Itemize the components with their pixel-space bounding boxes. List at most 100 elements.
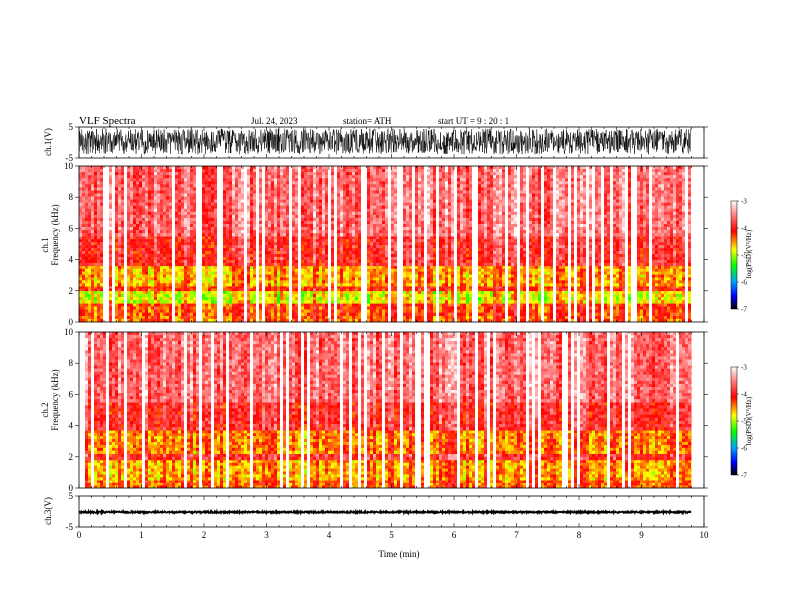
spectrogram-cell	[394, 248, 397, 252]
spectrogram-cell	[370, 286, 373, 289]
spectrogram-cell	[592, 293, 595, 298]
spectrogram-cell	[574, 315, 577, 320]
spectrogram-cell	[193, 280, 196, 284]
spectrogram-cell	[520, 245, 523, 249]
spectrogram-cell	[643, 242, 646, 246]
spectrogram-cell	[550, 306, 553, 310]
spectrogram-cell	[616, 274, 619, 278]
spectrogram-cell	[655, 242, 658, 246]
spectrogram-cell	[445, 239, 448, 243]
spectrogram-cell	[427, 283, 430, 287]
spectrogram-cell	[688, 271, 691, 275]
spectrogram-cell	[154, 303, 157, 307]
spectrogram-cell	[142, 239, 145, 243]
spectrogram-cell	[541, 306, 544, 310]
spectrogram-cell	[367, 286, 370, 289]
spectrogram-cell	[445, 274, 448, 278]
spectrogram-cell	[583, 280, 586, 284]
spectrogram-cell	[562, 306, 565, 310]
spectrogram-cell	[139, 309, 142, 313]
spectrogram-cell	[382, 297, 385, 301]
spectrogram-cell	[685, 309, 688, 313]
spectrogram-cell	[361, 286, 364, 289]
spectrogram-cell	[520, 300, 523, 304]
spectrogram-cell	[631, 315, 634, 320]
spectrogram-cell	[580, 280, 583, 284]
spectrogram-cell	[388, 293, 391, 298]
spectrogram-cell	[352, 271, 355, 275]
spectrogram-cell	[121, 293, 124, 298]
spectrogram-cell	[256, 274, 259, 278]
spectrogram-cell	[676, 290, 679, 295]
spectrogram-cell	[691, 288, 692, 292]
spectrogram-cell	[331, 277, 334, 281]
spectrogram-cell	[316, 315, 319, 320]
spectrogram-cell	[175, 280, 178, 284]
spectrogram-cell	[292, 300, 295, 304]
spectrogram-cell	[118, 248, 121, 252]
spectrogram-cell	[598, 293, 601, 298]
spectrogram-cell	[574, 277, 577, 281]
spectrogram-cell	[511, 274, 514, 278]
spectrogram-cell	[112, 288, 115, 292]
spectrogram-cell	[394, 271, 397, 275]
spectrogram-cell	[610, 280, 613, 284]
spectrogram-cell	[607, 239, 610, 243]
spectrogram-cell	[499, 280, 502, 284]
spectrogram-cell	[331, 274, 334, 278]
spectrogram-cell	[658, 300, 661, 304]
spectrogram-cell	[505, 236, 508, 240]
spectrogram-cell	[196, 293, 199, 298]
spectrogram-cell	[607, 280, 610, 284]
spectrogram-cell	[508, 306, 511, 310]
spectrogram-cell	[301, 248, 304, 252]
spectrogram-cell	[337, 265, 340, 270]
spectrogram-cell	[361, 303, 364, 307]
spectrogram-cell	[295, 277, 298, 281]
spectrogram-cell	[271, 286, 274, 289]
spectrogram-cell	[592, 280, 595, 284]
spectrogram-cell	[478, 242, 481, 246]
spectrogram-cell	[670, 315, 673, 320]
spectrogram-cell	[124, 277, 127, 281]
spectrogram-cell	[247, 309, 250, 313]
spectrogram-cell	[685, 288, 688, 292]
spectrogram-cell	[451, 309, 454, 313]
spectrogram-cell	[289, 309, 292, 313]
spectrogram-cell	[469, 248, 472, 252]
spectrogram-cell	[136, 268, 139, 272]
spectrogram-cell	[478, 312, 481, 317]
spectrogram-cell	[262, 288, 265, 292]
spectrogram-cell	[514, 268, 517, 272]
spectrogram-cell	[304, 309, 307, 313]
spectrogram-cell	[271, 293, 274, 298]
spectrogram-cell	[514, 271, 517, 275]
spectrogram-cell	[685, 297, 688, 301]
spectrogram-cell	[343, 318, 346, 323]
spectrogram-cell	[616, 293, 619, 298]
spectrogram-cell	[373, 300, 376, 304]
spectrogram-cell	[658, 309, 661, 313]
spectrogram-cell	[202, 306, 205, 310]
spectrogram-cell	[592, 239, 595, 243]
spectrogram-cell	[568, 288, 571, 292]
spectrogram-cell	[106, 286, 109, 289]
spectrogram-cell	[307, 245, 310, 249]
spectrogram-cell	[493, 297, 496, 301]
spectrogram-cell	[151, 315, 154, 320]
spectrogram-cell	[442, 306, 445, 310]
spectrogram-cell	[598, 286, 601, 289]
spectrogram-cell	[502, 318, 505, 323]
spectrogram-cell	[217, 318, 220, 323]
spectrogram-cell	[616, 242, 619, 246]
spectrogram-cell	[337, 283, 340, 287]
spectrogram-cell	[475, 268, 478, 272]
spectrogram-cell	[691, 309, 692, 313]
spectrogram-cell	[232, 286, 235, 289]
spectrogram-cell	[349, 239, 352, 243]
spectrogram-cell	[193, 242, 196, 246]
spectrogram-cell	[202, 265, 205, 270]
spectrogram-cell	[298, 239, 301, 243]
spectrogram-cell	[601, 280, 604, 284]
spectrogram-cell	[262, 306, 265, 310]
